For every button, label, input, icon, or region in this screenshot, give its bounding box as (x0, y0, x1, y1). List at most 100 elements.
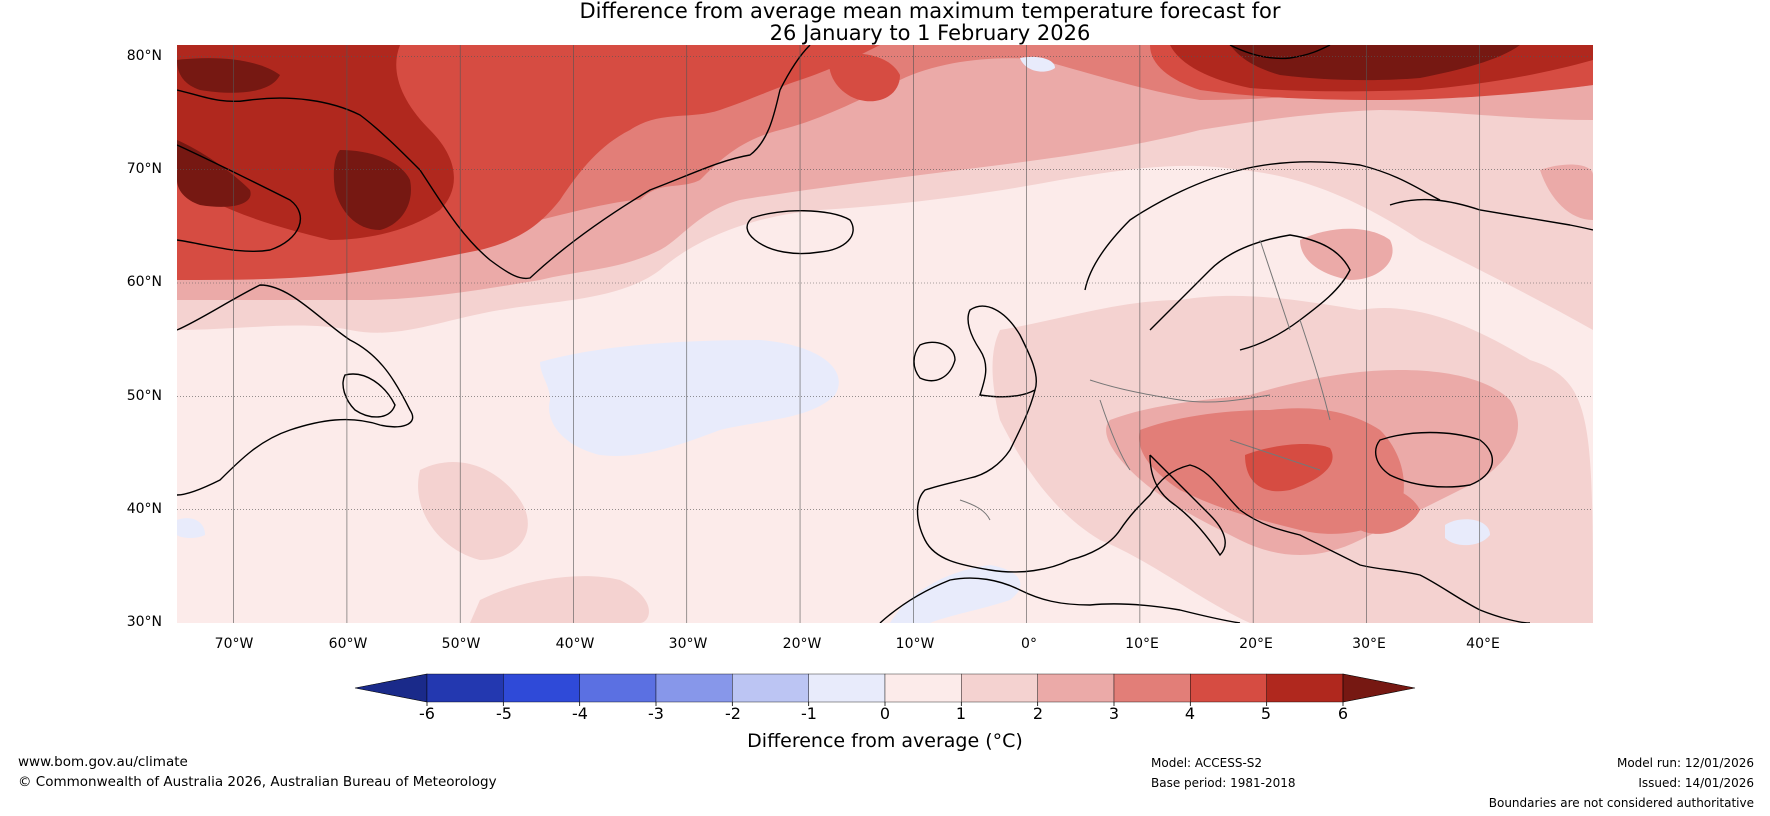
anomaly-4-5-jan-mayen (829, 53, 900, 102)
lat-label-70: 70°N (126, 161, 162, 177)
italy-coast (1149, 454, 1226, 557)
cb-tick-5: 5 (1260, 704, 1272, 723)
cb-tick-1: 1 (955, 704, 967, 723)
cb-tick-0: 0 (879, 704, 891, 723)
lon-label-60w: 60°W (328, 636, 368, 652)
lon-label-0: 0° (1021, 636, 1037, 652)
lon-label-40w: 40°W (555, 636, 595, 652)
anomaly-1-2-south (470, 576, 649, 623)
border-france-germany (1099, 399, 1131, 471)
black-sea-coast (1374, 431, 1493, 488)
colorbar-segment (579, 673, 657, 703)
colorbar-segment (732, 673, 809, 703)
base-period: Base period: 1981-2018 (1151, 776, 1296, 790)
cb-tick-6: 6 (1337, 704, 1349, 723)
anomaly-neg-labrador (177, 518, 205, 539)
lat-label-80: 80°N (126, 48, 162, 64)
labrador-coast (177, 284, 414, 496)
cb-tick-neg3: -3 (648, 704, 664, 723)
cb-tick-2: 2 (1032, 704, 1044, 723)
title-line-2: 26 January to 1 February 2026 (769, 21, 1091, 45)
svalbard-coast (1229, 45, 1331, 60)
graticule (177, 45, 1593, 623)
title-line-1: Difference from average mean maximum tem… (579, 0, 1281, 23)
baffin-coast (177, 144, 301, 253)
country-borders (959, 239, 1331, 521)
africa-coast (879, 577, 1241, 623)
lon-label-70w: 70°W (214, 636, 254, 652)
coastlines (177, 45, 1593, 623)
lon-label-50w: 50°W (441, 636, 481, 652)
cb-tick-neg5: -5 (496, 704, 512, 723)
colorbar-segment (655, 673, 733, 703)
model-run-date: Model run: 12/01/2026 (1616, 756, 1754, 770)
anomaly-neg-iceland-sea (1020, 56, 1055, 72)
western-europe-coast (916, 389, 1531, 623)
border-eastern-europe (1299, 319, 1331, 421)
colorbar-segment (1266, 673, 1344, 703)
lat-label-60: 60°N (126, 274, 162, 290)
colorbar-segment (1190, 673, 1267, 703)
colorbar-segment (426, 673, 504, 703)
cb-tick-neg1: -1 (801, 704, 817, 723)
colorbar-extend-low (354, 673, 428, 703)
anomaly-above-6-baffin (177, 140, 251, 207)
colorbar-segment (1113, 673, 1191, 703)
lat-label-40: 40°N (126, 501, 162, 517)
greenland-coast (419, 45, 811, 280)
anomaly-above-6-west-greenland (333, 150, 411, 230)
anomaly-above-6-north-baffin (177, 58, 280, 93)
border-central-europe (1089, 379, 1271, 403)
lon-label-10w: 10°W (895, 636, 935, 652)
arctic-coast-russia (1389, 198, 1593, 231)
lon-label-20w: 20°W (782, 636, 822, 652)
anomaly-4-5-balkans (1245, 444, 1333, 492)
border-balkans (1229, 439, 1321, 471)
copyright: © Commonwealth of Australia 2026, Austra… (18, 774, 497, 790)
anomaly-1-2-atlantic (418, 461, 528, 560)
anomaly-2-3-ural (1540, 164, 1593, 220)
colorbar-segment (808, 673, 886, 703)
border-iberia (959, 499, 991, 521)
border-scandinavia (1259, 239, 1291, 331)
cb-tick-neg4: -4 (572, 704, 588, 723)
lat-label-50: 50°N (126, 388, 162, 404)
anomaly-2-3-scandinavia (1300, 228, 1393, 280)
colorbar-extend-high (1342, 673, 1416, 703)
lon-label-30e: 30°E (1352, 636, 1386, 652)
colorbar-segment (884, 673, 962, 703)
colorbar-segment (503, 673, 580, 703)
lon-label-10e: 10°E (1125, 636, 1159, 652)
anomaly-field (177, 45, 1593, 623)
cb-tick-3: 3 (1108, 704, 1120, 723)
lon-label-30w: 30°W (668, 636, 708, 652)
newfoundland-coast (342, 373, 396, 418)
colorbar-segment (1037, 673, 1115, 703)
anomaly-3-4-turkey (1344, 486, 1420, 534)
latitude-gridlines (177, 56, 1593, 510)
issued-date: Issued: 14/01/2026 (1638, 776, 1754, 790)
anomaly-neg-mid-atlantic (540, 340, 839, 456)
ireland-coast (913, 341, 956, 382)
iceland-coast (746, 210, 854, 255)
cb-tick-4: 4 (1184, 704, 1196, 723)
lon-label-40e: 40°E (1466, 636, 1500, 652)
sweden-baltic-coast (1149, 234, 1351, 351)
colorbar-title: Difference from average (°C) (747, 730, 1023, 752)
website-link[interactable]: www.bom.gov.au/climate (18, 754, 188, 770)
anomaly-above-6-barents (1230, 45, 1520, 81)
colorbar-segment (961, 673, 1038, 703)
lat-label-30: 30°N (126, 614, 162, 630)
cb-tick-neg6: -6 (419, 704, 435, 723)
cb-tick-neg2: -2 (725, 704, 741, 723)
lon-label-20e: 20°E (1239, 636, 1273, 652)
anomaly-neg-turkey (1445, 519, 1490, 546)
model-name: Model: ACCESS-S2 (1151, 756, 1263, 770)
longitude-gridlines (233, 45, 1481, 623)
greenland-west-coast (177, 89, 421, 171)
boundary-disclaimer: Boundaries are not considered authoritat… (1488, 796, 1754, 810)
norway-coast (1084, 161, 1441, 291)
britain-coast (967, 305, 1037, 398)
colorbar (354, 673, 1416, 706)
